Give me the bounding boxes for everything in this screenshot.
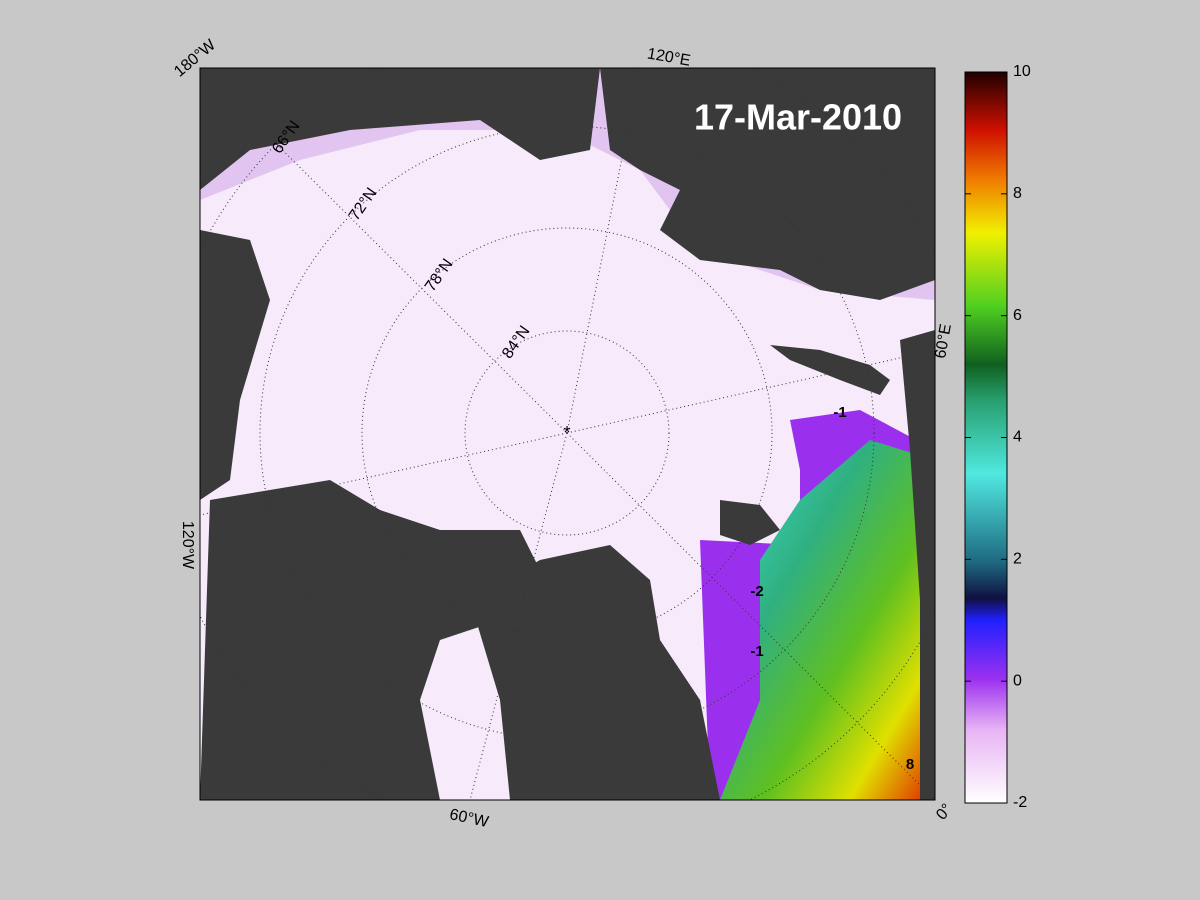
greenland	[470, 545, 720, 800]
ocean-warm	[720, 440, 935, 800]
colorbar-tick-label: 2	[1013, 551, 1022, 568]
date-title: 17-Mar-2010	[694, 97, 902, 138]
lon-label: 60°W	[448, 806, 491, 831]
contour-label: -2	[750, 583, 763, 600]
land	[770, 345, 890, 395]
contour-label: -1	[833, 404, 846, 421]
colorbar-tick-label: 10	[1013, 63, 1031, 80]
lon-label: 120°W	[179, 521, 196, 570]
colorbar-tick-label: 8	[1013, 185, 1022, 202]
land	[600, 68, 935, 300]
land	[900, 330, 935, 800]
land	[200, 68, 600, 190]
colorbar	[964, 71, 1008, 804]
contour-label: 8	[906, 756, 914, 773]
land	[720, 500, 780, 545]
graticule	[200, 68, 935, 800]
lon-label: 0°	[933, 801, 956, 824]
map-frame	[199, 67, 936, 801]
colorbar-tick-label: 4	[1013, 429, 1022, 446]
contour-label: -1	[750, 643, 763, 660]
land	[200, 230, 270, 500]
land	[200, 480, 540, 800]
map: * -1 -2 -1 8	[200, 68, 935, 800]
colorbar-tick-label: 0	[1013, 672, 1022, 689]
pole-marker: *	[563, 423, 570, 443]
lon-label: 120°E	[646, 45, 692, 69]
lon-label: 60°E	[932, 323, 955, 360]
colorbar-tick-label: 6	[1013, 307, 1022, 324]
colorbar-tick-label: -2	[1013, 794, 1027, 811]
